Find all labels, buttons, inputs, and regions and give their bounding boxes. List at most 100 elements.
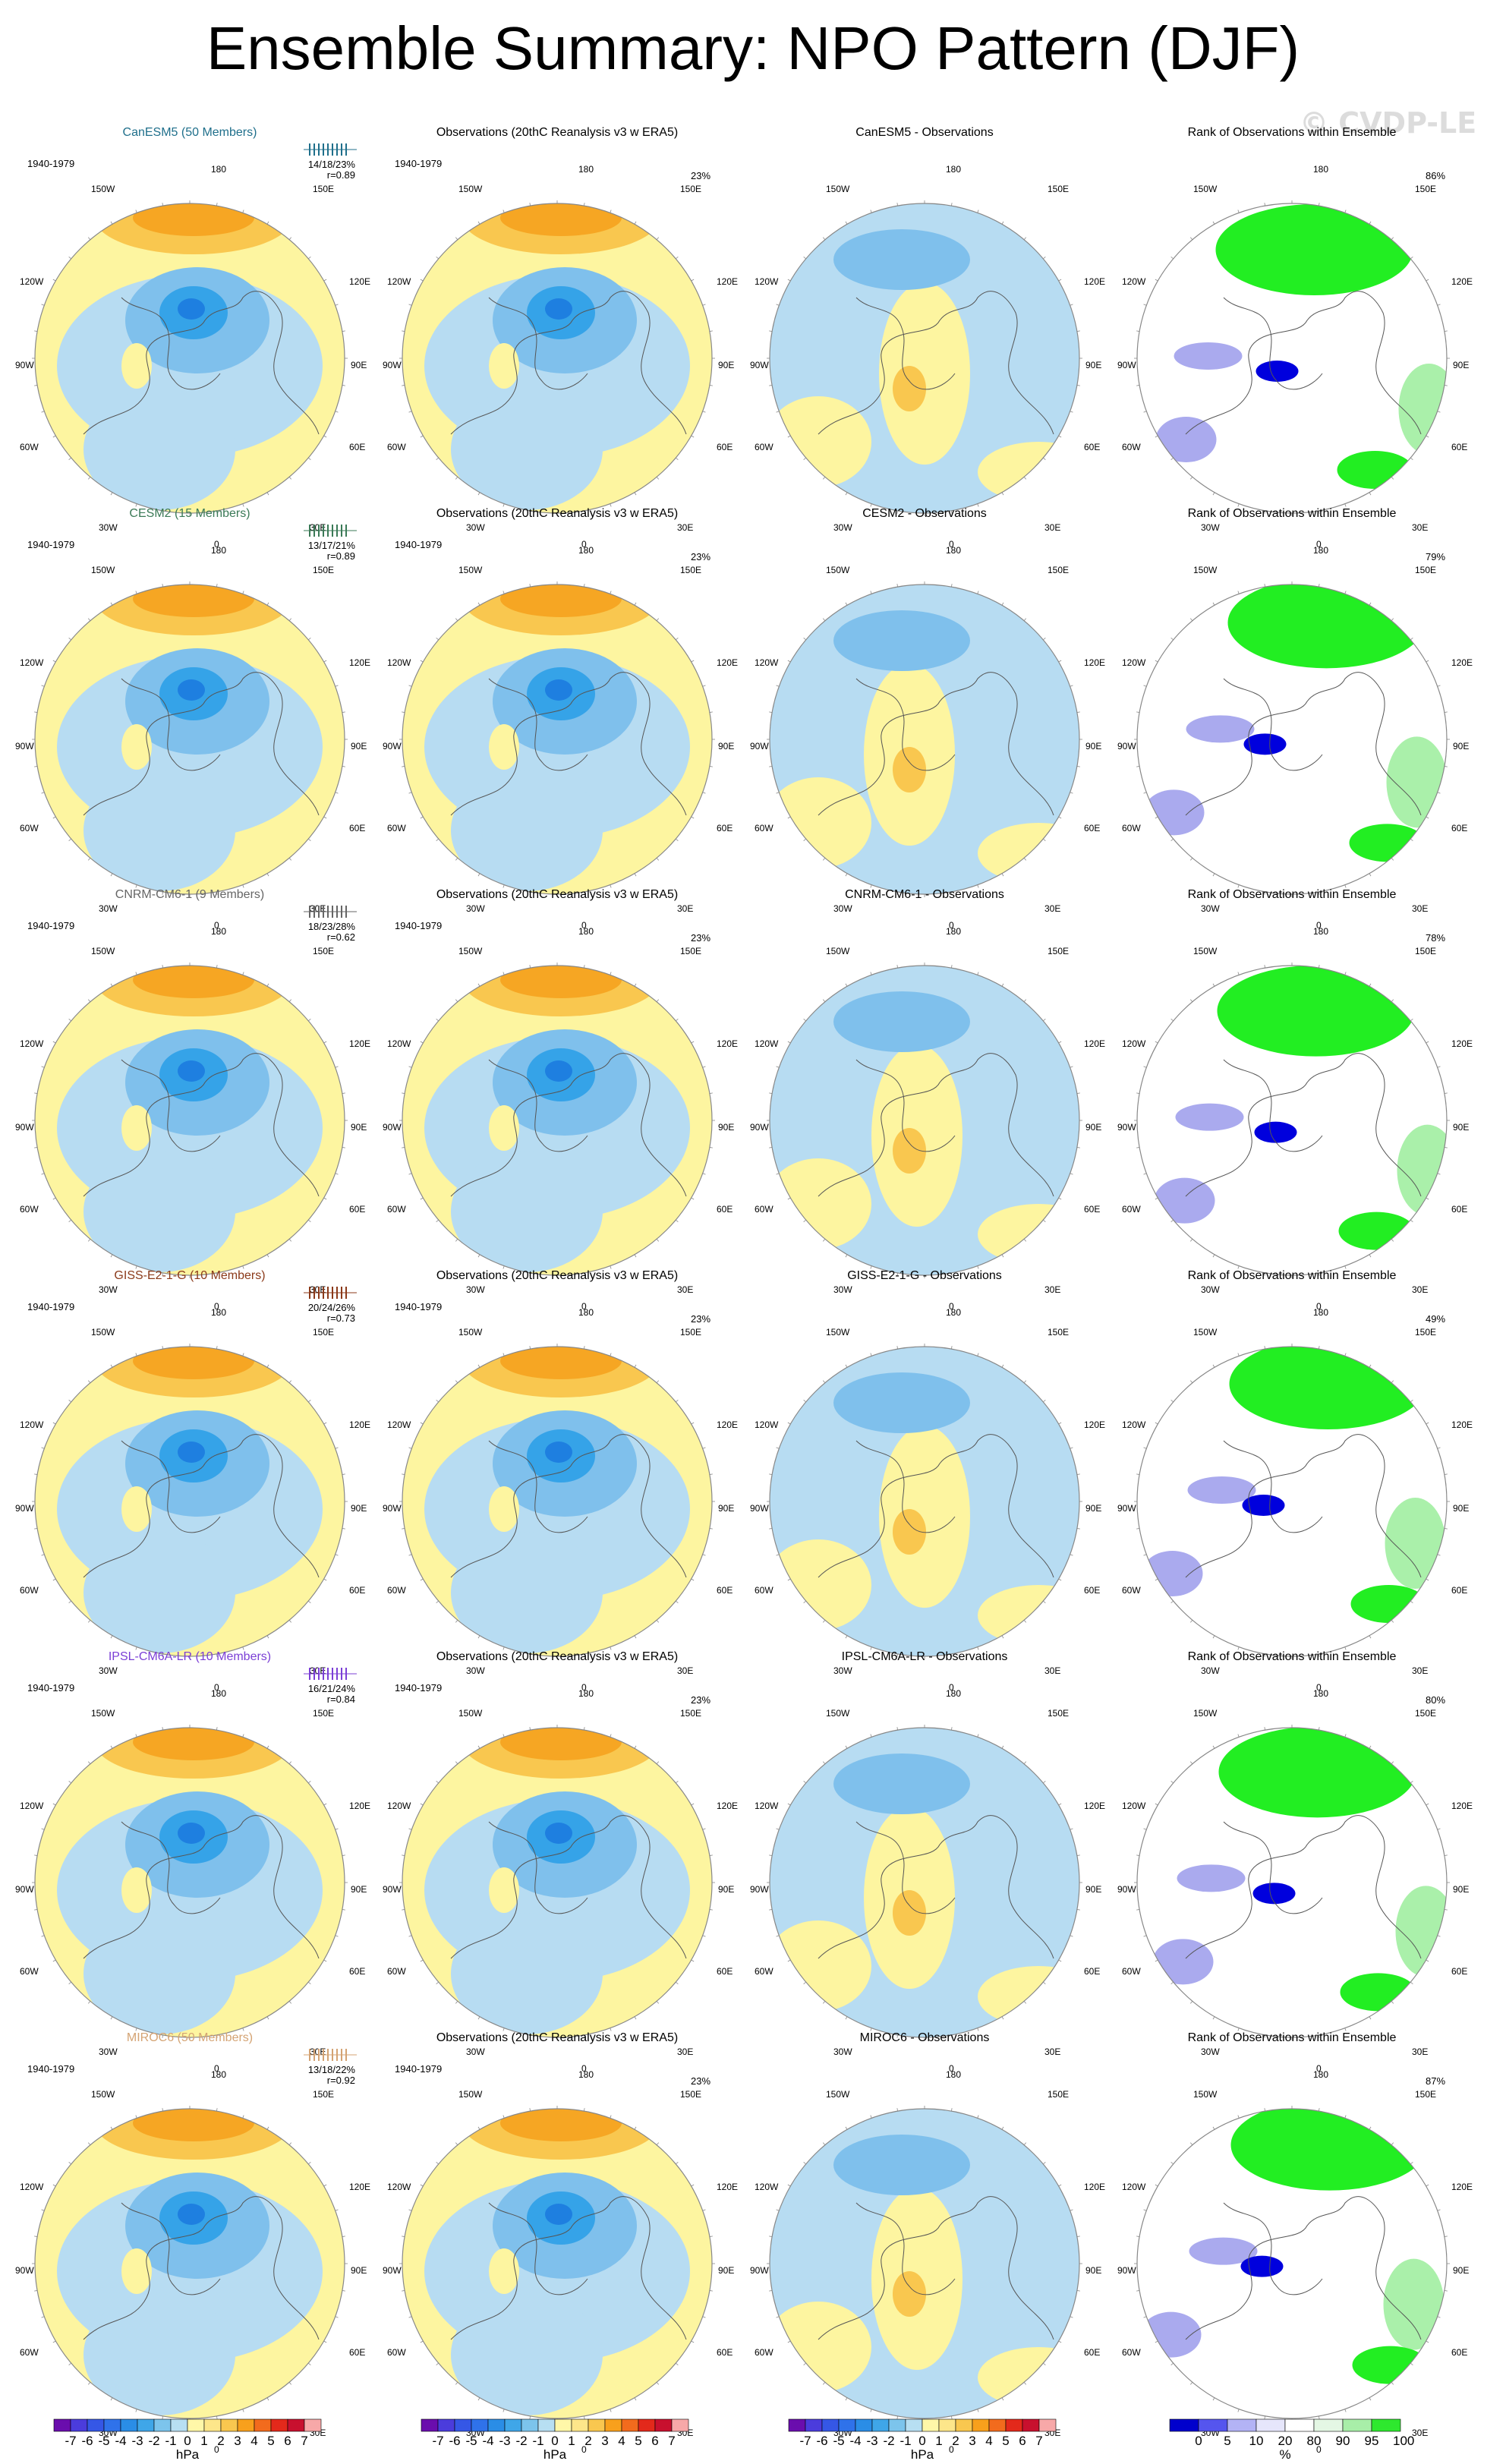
lon-label-ul: 120W bbox=[755, 276, 779, 287]
colorbar-swatch bbox=[554, 2418, 572, 2432]
colorbar-tick-label: 0 bbox=[1195, 2434, 1202, 2448]
panel-title: Rank of Observations within Ensemble bbox=[1187, 888, 1397, 901]
rank-region bbox=[1349, 824, 1426, 862]
lon-label-tl: 150W bbox=[91, 2089, 115, 2100]
coastline bbox=[1223, 297, 1323, 390]
pressure-high-core bbox=[133, 1728, 254, 1760]
colorbar-tick-label: 6 bbox=[651, 2434, 659, 2448]
rank-region bbox=[1154, 1177, 1215, 1224]
colorbar-tick-label: -5 bbox=[98, 2434, 110, 2448]
pressure-high-core bbox=[500, 2109, 622, 2141]
lon-label-tr: 150E bbox=[313, 184, 335, 194]
lon-label-ml: 90W bbox=[15, 1884, 34, 1895]
rank-pct: 49% bbox=[1426, 1313, 1446, 1325]
colorbar-tick-label: 6 bbox=[1019, 2434, 1026, 2448]
member-ticks bbox=[304, 906, 357, 918]
lon-label-mr: 90E bbox=[718, 2265, 735, 2276]
lon-label-tr: 150E bbox=[680, 184, 702, 194]
lon-label-br: 30E bbox=[1412, 2428, 1429, 2438]
polar-map bbox=[399, 1344, 715, 1659]
rank-region bbox=[1398, 364, 1447, 455]
lon-label-tr: 150E bbox=[313, 1708, 335, 1719]
lon-label-br: 30E bbox=[677, 903, 694, 914]
colorbar-swatch bbox=[137, 2418, 155, 2432]
lon-label-tr: 150E bbox=[680, 2089, 702, 2100]
period-label: 1940-1979 bbox=[395, 158, 443, 169]
lon-label-ml: 90W bbox=[1117, 2265, 1136, 2276]
panel-title: Rank of Observations within Ensemble bbox=[1187, 1650, 1397, 1663]
coastline bbox=[855, 1821, 956, 1914]
lon-label-ml: 90W bbox=[15, 741, 34, 751]
lon-label-tl: 150W bbox=[91, 946, 115, 956]
rank-region bbox=[1175, 1103, 1244, 1131]
lon-label-tr: 150E bbox=[680, 1708, 702, 1719]
polar-map bbox=[767, 2106, 1082, 2421]
lon-label-ul: 120W bbox=[387, 657, 411, 668]
polar-map bbox=[399, 1725, 715, 2040]
lon-label-ml: 90W bbox=[750, 1884, 769, 1895]
rank-panel: Rank of Observations within Ensemble 86% 1… bbox=[1117, 120, 1473, 550]
coastline bbox=[1185, 1434, 1422, 1578]
variance-pct: 23% bbox=[691, 551, 711, 562]
colorbar-unit: hPa bbox=[543, 2447, 567, 2462]
diff-positive-region bbox=[770, 1539, 871, 1631]
lon-label-mr: 90E bbox=[351, 2265, 367, 2276]
rank-region bbox=[1143, 789, 1205, 836]
rank-region bbox=[1252, 1883, 1296, 1905]
lon-label-tr: 150E bbox=[1415, 2089, 1437, 2100]
coastline bbox=[121, 1821, 221, 1914]
colorbar-tick-label: 1 bbox=[935, 2434, 943, 2448]
coastline bbox=[121, 1440, 221, 1533]
lon-label-ll: 60W bbox=[387, 1966, 406, 1977]
lon-label-bl: 30W bbox=[466, 1284, 485, 1295]
lon-label-ll: 60W bbox=[20, 1966, 39, 1977]
colorbar-tick-label: -3 bbox=[866, 2434, 878, 2448]
rank-pct: 79% bbox=[1426, 551, 1446, 562]
rank-region bbox=[1215, 204, 1413, 295]
rank-region bbox=[1142, 1551, 1203, 1596]
lon-label-mr: 90E bbox=[351, 1884, 367, 1895]
lon-label-ll: 60W bbox=[387, 1204, 406, 1215]
rank-region bbox=[1187, 1476, 1256, 1504]
diff-positive-region bbox=[770, 396, 871, 487]
lon-label-tl: 150W bbox=[1193, 184, 1218, 194]
lon-label-top: 180 bbox=[1313, 1688, 1329, 1699]
colorbar-tick-label: 3 bbox=[969, 2434, 976, 2448]
coastline bbox=[450, 1053, 687, 1197]
colorbar-tick-label: 80 bbox=[1306, 2434, 1322, 2448]
rank-region bbox=[1397, 1124, 1447, 1216]
rank-region bbox=[1338, 1212, 1415, 1250]
variance-pct: 23% bbox=[691, 170, 711, 181]
coastline bbox=[488, 1059, 588, 1152]
lon-label-bl: 30W bbox=[466, 522, 485, 533]
colorbar-tick-label: -6 bbox=[81, 2434, 93, 2448]
lon-label-ur: 120E bbox=[717, 1419, 739, 1430]
colorbar-tick-label: 100 bbox=[1393, 2434, 1415, 2448]
colorbar-tick-label: -7 bbox=[65, 2434, 77, 2448]
lon-label-ml: 90W bbox=[1117, 360, 1136, 370]
lon-label-ur: 120E bbox=[1451, 1419, 1473, 1430]
colorbar-swatch bbox=[504, 2418, 522, 2432]
colorbar-tick-label: 3 bbox=[234, 2434, 241, 2448]
rank-region bbox=[1217, 966, 1415, 1057]
coastline bbox=[818, 2196, 1054, 2340]
lon-label-ll: 60W bbox=[755, 1966, 773, 1977]
lon-label-top: 180 bbox=[1313, 926, 1329, 937]
lon-label-tl: 150W bbox=[458, 1708, 483, 1719]
colorbar-swatch bbox=[203, 2418, 222, 2432]
lon-label-ll: 60W bbox=[755, 442, 773, 452]
panel-title: IPSL-CM6A-LR (10 Members) bbox=[108, 1650, 272, 1663]
colorbar-swatch bbox=[220, 2418, 238, 2432]
lon-label-bl: 30W bbox=[833, 1284, 852, 1295]
lon-label-bl: 30W bbox=[99, 1665, 118, 1676]
panel-title: Observations (20thC Reanalysis v3 w ERA5… bbox=[436, 1269, 679, 1282]
colorbar-swatch bbox=[87, 2418, 105, 2432]
colorbar-tick-label: -4 bbox=[849, 2434, 862, 2448]
model-panel: CESM2 (15 Members) 1940-1979 13/17/21% r=0.… bbox=[15, 501, 370, 931]
lon-label-bottom: 0 bbox=[581, 920, 587, 931]
colorbar-swatch bbox=[972, 2418, 990, 2432]
diff-positive-core bbox=[893, 2271, 926, 2317]
polar-map bbox=[1134, 200, 1450, 516]
diff-negative-core bbox=[833, 229, 970, 290]
lon-label-ul: 120W bbox=[387, 1801, 411, 1811]
